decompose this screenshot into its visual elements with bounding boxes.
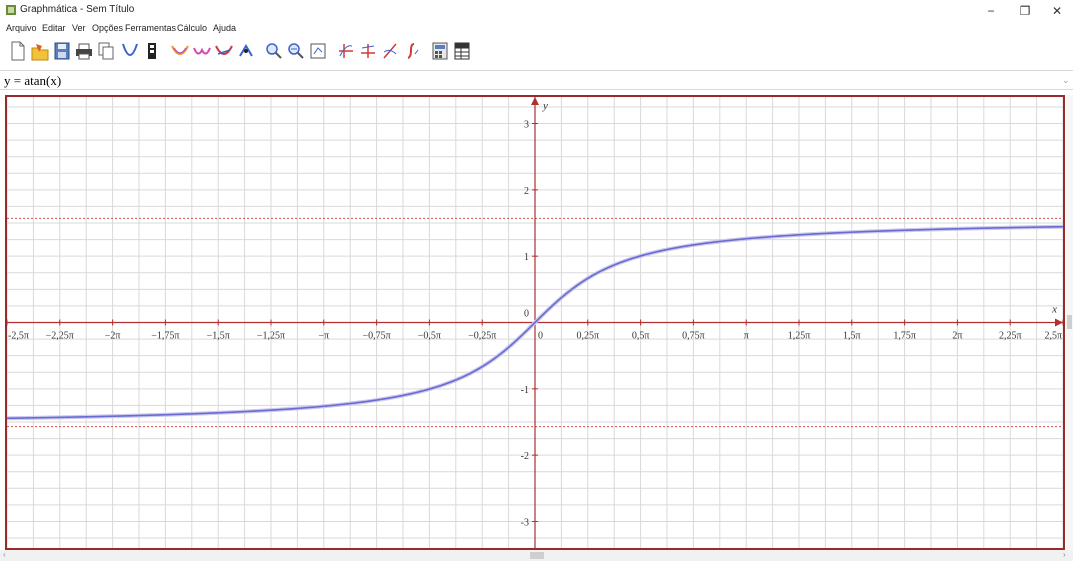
y-tick-label: -3: [521, 517, 529, 528]
grid-tool-icon[interactable]: [336, 40, 356, 62]
x-tick-label: −0,75π: [363, 331, 391, 342]
menu-bar: Arquivo Editar Ver Opções Ferramentas Cá…: [0, 20, 1073, 36]
app-icon: [6, 5, 16, 15]
copy-icon[interactable]: [96, 40, 116, 62]
y-tick-label: -2: [521, 451, 529, 462]
pointer-tool-icon[interactable]: [236, 40, 256, 62]
y-tick-label: 3: [524, 120, 529, 131]
x-tick-label: -2,5π: [8, 331, 29, 342]
close-button[interactable]: ✕: [1051, 4, 1063, 18]
menu-ver[interactable]: Ver: [72, 23, 86, 33]
data-table-icon[interactable]: [452, 40, 472, 62]
print-icon[interactable]: [74, 40, 94, 62]
x-tick-label: −0,25π: [468, 331, 496, 342]
new-file-icon[interactable]: [8, 40, 28, 62]
menu-ajuda[interactable]: Ajuda: [213, 23, 237, 33]
y-axis-label: y: [542, 100, 548, 112]
formula-bar: ⌄: [0, 70, 1073, 90]
atan-curve: [7, 225, 1063, 420]
y-tick-label: -1: [521, 385, 529, 396]
scroll-right-icon[interactable]: ›: [1063, 550, 1066, 559]
menu-editar[interactable]: Editar: [42, 23, 66, 33]
x-tick-label: −1,25π: [257, 331, 285, 342]
graph-plot[interactable]: -2,5π −2,25π −2π −1,75π −1,5π −1,25π −π −0,75π −…: [7, 97, 1063, 548]
horizontal-scrollbar[interactable]: ‹ ›: [0, 550, 1073, 561]
x-tick-label: 0,25π: [576, 331, 599, 342]
formula-dropdown-icon[interactable]: ⌄: [1062, 75, 1070, 85]
zoom-box-icon[interactable]: [308, 40, 328, 62]
x-axis-arrow: [1055, 318, 1063, 327]
y-tick-label: 1: [524, 252, 529, 263]
x-tick-label: π: [744, 331, 749, 342]
menu-opcoes[interactable]: Opções: [92, 23, 124, 33]
scroll-left-icon[interactable]: ‹: [3, 550, 6, 559]
x-tick-label: 0,5π: [632, 331, 650, 342]
x-tick-label: 1,75π: [893, 331, 916, 342]
integral-tool-icon[interactable]: [402, 40, 422, 62]
calculator-icon[interactable]: [430, 40, 450, 62]
y-tick-label: 2: [524, 186, 529, 197]
save-icon[interactable]: [52, 40, 72, 62]
zoom-in-icon[interactable]: [264, 40, 284, 62]
tangent-tool-icon[interactable]: [358, 40, 378, 62]
y-axis-arrow: [531, 97, 539, 105]
toolbar: [0, 36, 1073, 70]
x-tick-label: −2,25π: [46, 331, 74, 342]
x-tick-label: 1,25π: [788, 331, 811, 342]
derivative-tool-icon[interactable]: [380, 40, 400, 62]
window-title: Graphmática - Sem Título: [20, 4, 135, 15]
minimize-button[interactable]: −: [987, 4, 995, 18]
y-tick-label: 0: [524, 309, 529, 320]
title-bar: Graphmática - Sem Título − ❐ ✕: [0, 0, 1073, 20]
horizontal-scroll-thumb[interactable]: [530, 552, 544, 559]
x-tick-label: 2,25π: [999, 331, 1022, 342]
x-tick-label: 2,5π: [1044, 331, 1062, 342]
graph-area[interactable]: -2,5π −2,25π −2π −1,75π −1,5π −1,25π −π −0,75π −…: [5, 95, 1065, 550]
table-icon[interactable]: [142, 40, 162, 62]
curve-yellow-icon[interactable]: [170, 40, 190, 62]
parabola-icon[interactable]: [120, 40, 140, 62]
x-tick-label: 1,5π: [843, 331, 861, 342]
vertical-scrollbar[interactable]: [1066, 95, 1073, 550]
x-tick-label: −0,5π: [418, 331, 441, 342]
x-tick-label: −π: [318, 331, 329, 342]
menu-arquivo[interactable]: Arquivo: [6, 23, 37, 33]
vertical-scroll-thumb[interactable]: [1067, 315, 1072, 329]
formula-input[interactable]: [4, 73, 1054, 89]
maximize-button[interactable]: ❐: [1019, 4, 1031, 18]
x-tick-label: −1,75π: [151, 331, 179, 342]
x-axis-label: x: [1051, 304, 1057, 316]
open-folder-icon[interactable]: [30, 40, 50, 62]
x-tick-label: 0,75π: [682, 331, 705, 342]
menu-calculo[interactable]: Cálculo: [177, 23, 208, 33]
zoom-out-icon[interactable]: [286, 40, 306, 62]
curve-pink-icon[interactable]: [192, 40, 212, 62]
x-tick-label: −1,5π: [207, 331, 230, 342]
curve-red-icon[interactable]: [214, 40, 234, 62]
x-tick-label: −2π: [105, 331, 121, 342]
x-tick-label: 0: [538, 331, 543, 342]
menu-ferramentas[interactable]: Ferramentas: [125, 23, 177, 33]
x-tick-label: 2π: [952, 331, 962, 342]
